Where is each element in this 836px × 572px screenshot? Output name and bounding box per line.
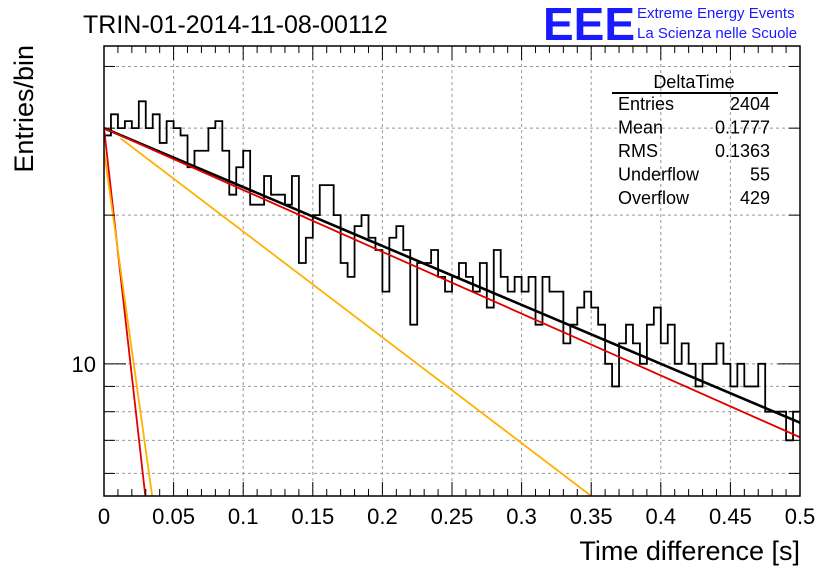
axes xyxy=(103,45,801,497)
stats-label: Overflow xyxy=(618,188,690,208)
fit-lines xyxy=(104,126,800,496)
logo-line2: La Scienza nelle Scuole xyxy=(637,25,797,42)
y-tick-label: 10 xyxy=(72,352,96,377)
grid xyxy=(103,46,801,496)
stats-value: 0.1363 xyxy=(715,141,770,161)
stats-label: RMS xyxy=(618,141,658,161)
fit-line-4 xyxy=(104,150,154,496)
fit-line-5 xyxy=(120,137,592,496)
stats-rows: Entries 2404 Mean 0.1777 RMS 0.1363 Underflow 5… xyxy=(618,94,770,208)
y-axis-label: Entries/bin xyxy=(9,45,39,173)
eee-logo: EEE Extreme Energy Events La Scienza nel… xyxy=(543,0,797,50)
fit-line-3 xyxy=(104,128,147,496)
stats-value: 55 xyxy=(750,165,770,185)
x-tick-labels: 0 0.05 0.1 0.15 0.2 0.25 0.3 0.35 0.4 0.45 0.5 xyxy=(98,504,815,529)
x-tick-label: 0 xyxy=(98,504,110,529)
run-title: TRIN-01-2014-11-08-00112 xyxy=(83,11,388,39)
stats-label: Underflow xyxy=(618,165,700,185)
x-tick-label: 0.1 xyxy=(228,504,259,529)
stats-label: Entries xyxy=(618,94,674,114)
stats-title: DeltaTime xyxy=(653,72,734,92)
stats-value: 0.1777 xyxy=(715,118,770,138)
stats-box: DeltaTime Entries 2404 Mean 0.1777 RMS 0.1363… xyxy=(612,72,778,208)
fit-line-2 xyxy=(104,127,800,439)
stats-value: 2404 xyxy=(730,94,770,114)
x-tick-label: 0.15 xyxy=(291,504,334,529)
stats-label: Mean xyxy=(618,118,663,138)
x-tick-label: 0.05 xyxy=(152,504,195,529)
x-tick-label: 0.45 xyxy=(709,504,752,529)
histogram-steps xyxy=(104,100,800,442)
x-tick-label: 0.35 xyxy=(570,504,613,529)
x-tick-label: 0.25 xyxy=(431,504,474,529)
histogram xyxy=(104,100,800,442)
y-tick-labels: 10 xyxy=(72,352,96,377)
x-axis-label: Time difference [s] xyxy=(579,536,800,566)
logo-mark: EEE xyxy=(543,0,635,50)
logo-line1: Extreme Energy Events xyxy=(637,5,795,22)
x-tick-label: 0.3 xyxy=(506,504,537,529)
fit-line-1 xyxy=(104,126,800,424)
x-tick-label: 0.5 xyxy=(785,504,816,529)
stats-value: 429 xyxy=(740,188,770,208)
x-tick-label: 0.4 xyxy=(646,504,677,529)
x-tick-label: 0.2 xyxy=(367,504,398,529)
